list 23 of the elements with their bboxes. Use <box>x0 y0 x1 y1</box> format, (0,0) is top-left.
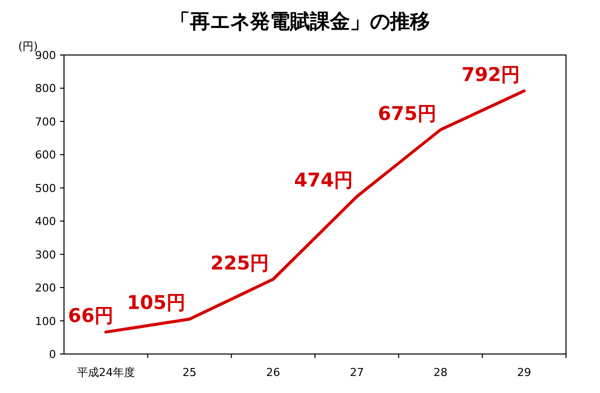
x-tick-label: 25 <box>182 366 196 379</box>
x-tick-label: 29 <box>517 366 532 379</box>
y-tick-label: 300 <box>35 248 56 262</box>
y-tick-label: 100 <box>35 314 56 328</box>
y-tick-label: 600 <box>35 148 56 162</box>
y-tick-label: 900 <box>35 49 56 62</box>
y-tick-label: 0 <box>49 348 56 361</box>
y-tick-label: 800 <box>35 82 56 96</box>
chart-title: 「再エネ発電賦課金」の推移 <box>170 9 430 33</box>
x-tick-label: 平成24年度 <box>76 366 135 379</box>
x-tick-label: 27 <box>350 366 364 379</box>
y-tick-label: 200 <box>35 282 56 295</box>
data-label: 675円 <box>378 102 436 125</box>
x-tick-label: 26 <box>266 366 280 379</box>
data-label: 225円 <box>210 252 270 274</box>
y-tick-label: 400 <box>35 215 56 228</box>
data-label: 105円 <box>126 292 186 314</box>
y-tick-label: 700 <box>35 115 56 128</box>
x-tick-label: 28 <box>434 366 448 379</box>
data-label: 66円 <box>68 305 114 328</box>
data-label: 792円 <box>461 64 520 86</box>
data-label: 474円 <box>294 170 353 192</box>
y-tick-label: 500 <box>35 182 56 195</box>
